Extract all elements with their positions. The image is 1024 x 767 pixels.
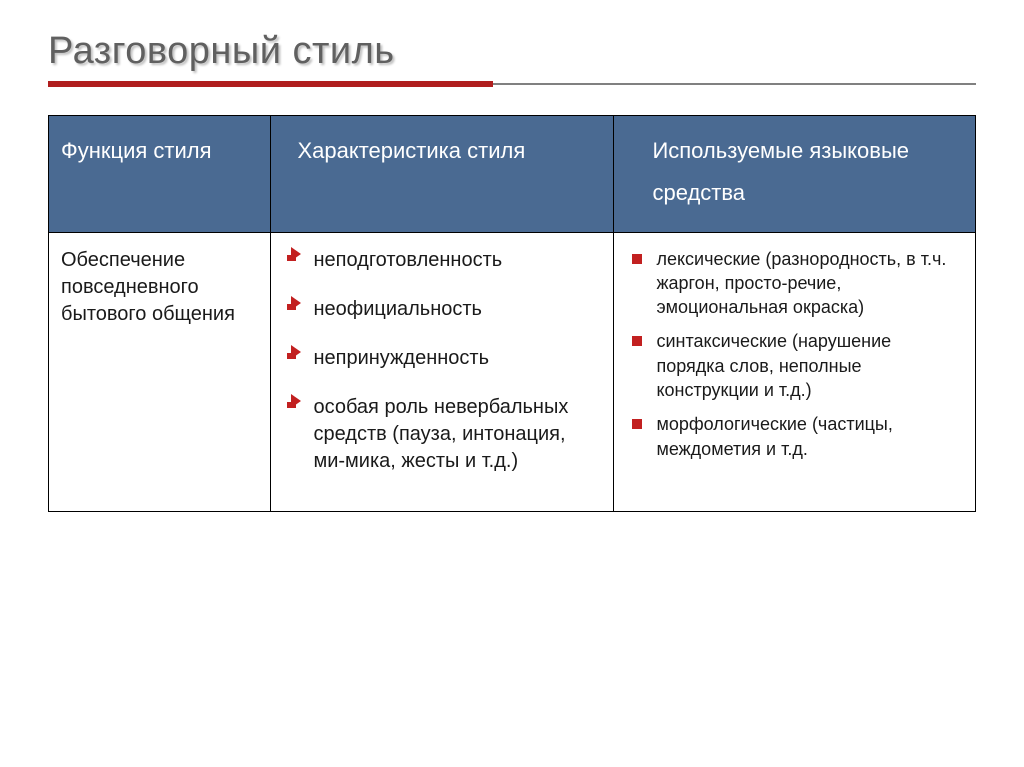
th-function: Функция стиля — [49, 116, 271, 233]
means-item: лексические (разнородность, в т.ч. жарго… — [626, 247, 963, 320]
characteristic-item: неподготовленность — [283, 247, 601, 274]
content-table: Функция стиля Характеристика стиля Испол… — [48, 115, 976, 512]
title-underline — [48, 81, 976, 87]
characteristic-item: непринужденность — [283, 345, 601, 372]
rule-grey-segment — [493, 81, 976, 87]
table-row: Обеспечение повседневного бытового общен… — [49, 232, 976, 511]
cell-function: Обеспечение повседневного бытового общен… — [49, 232, 271, 511]
cell-characteristics: неподготовленность неофициальность непри… — [271, 232, 614, 511]
means-item: морфологические (частицы, междометия и т… — [626, 412, 963, 461]
table-header-row: Функция стиля Характеристика стиля Испол… — [49, 116, 976, 233]
means-item: синтаксические (нарушение порядка слов, … — [626, 329, 963, 402]
th-characteristic: Характеристика стиля — [271, 116, 614, 233]
slide-title: Разговорный стиль — [48, 30, 976, 73]
cell-means: лексические (разнородность, в т.ч. жарго… — [614, 232, 976, 511]
characteristic-item: неофициальность — [283, 296, 601, 323]
characteristic-item: особая роль невербальных средств (пауза,… — [283, 394, 601, 475]
th-means: Используемые языковые средства — [614, 116, 976, 233]
rule-red-segment — [48, 81, 493, 87]
